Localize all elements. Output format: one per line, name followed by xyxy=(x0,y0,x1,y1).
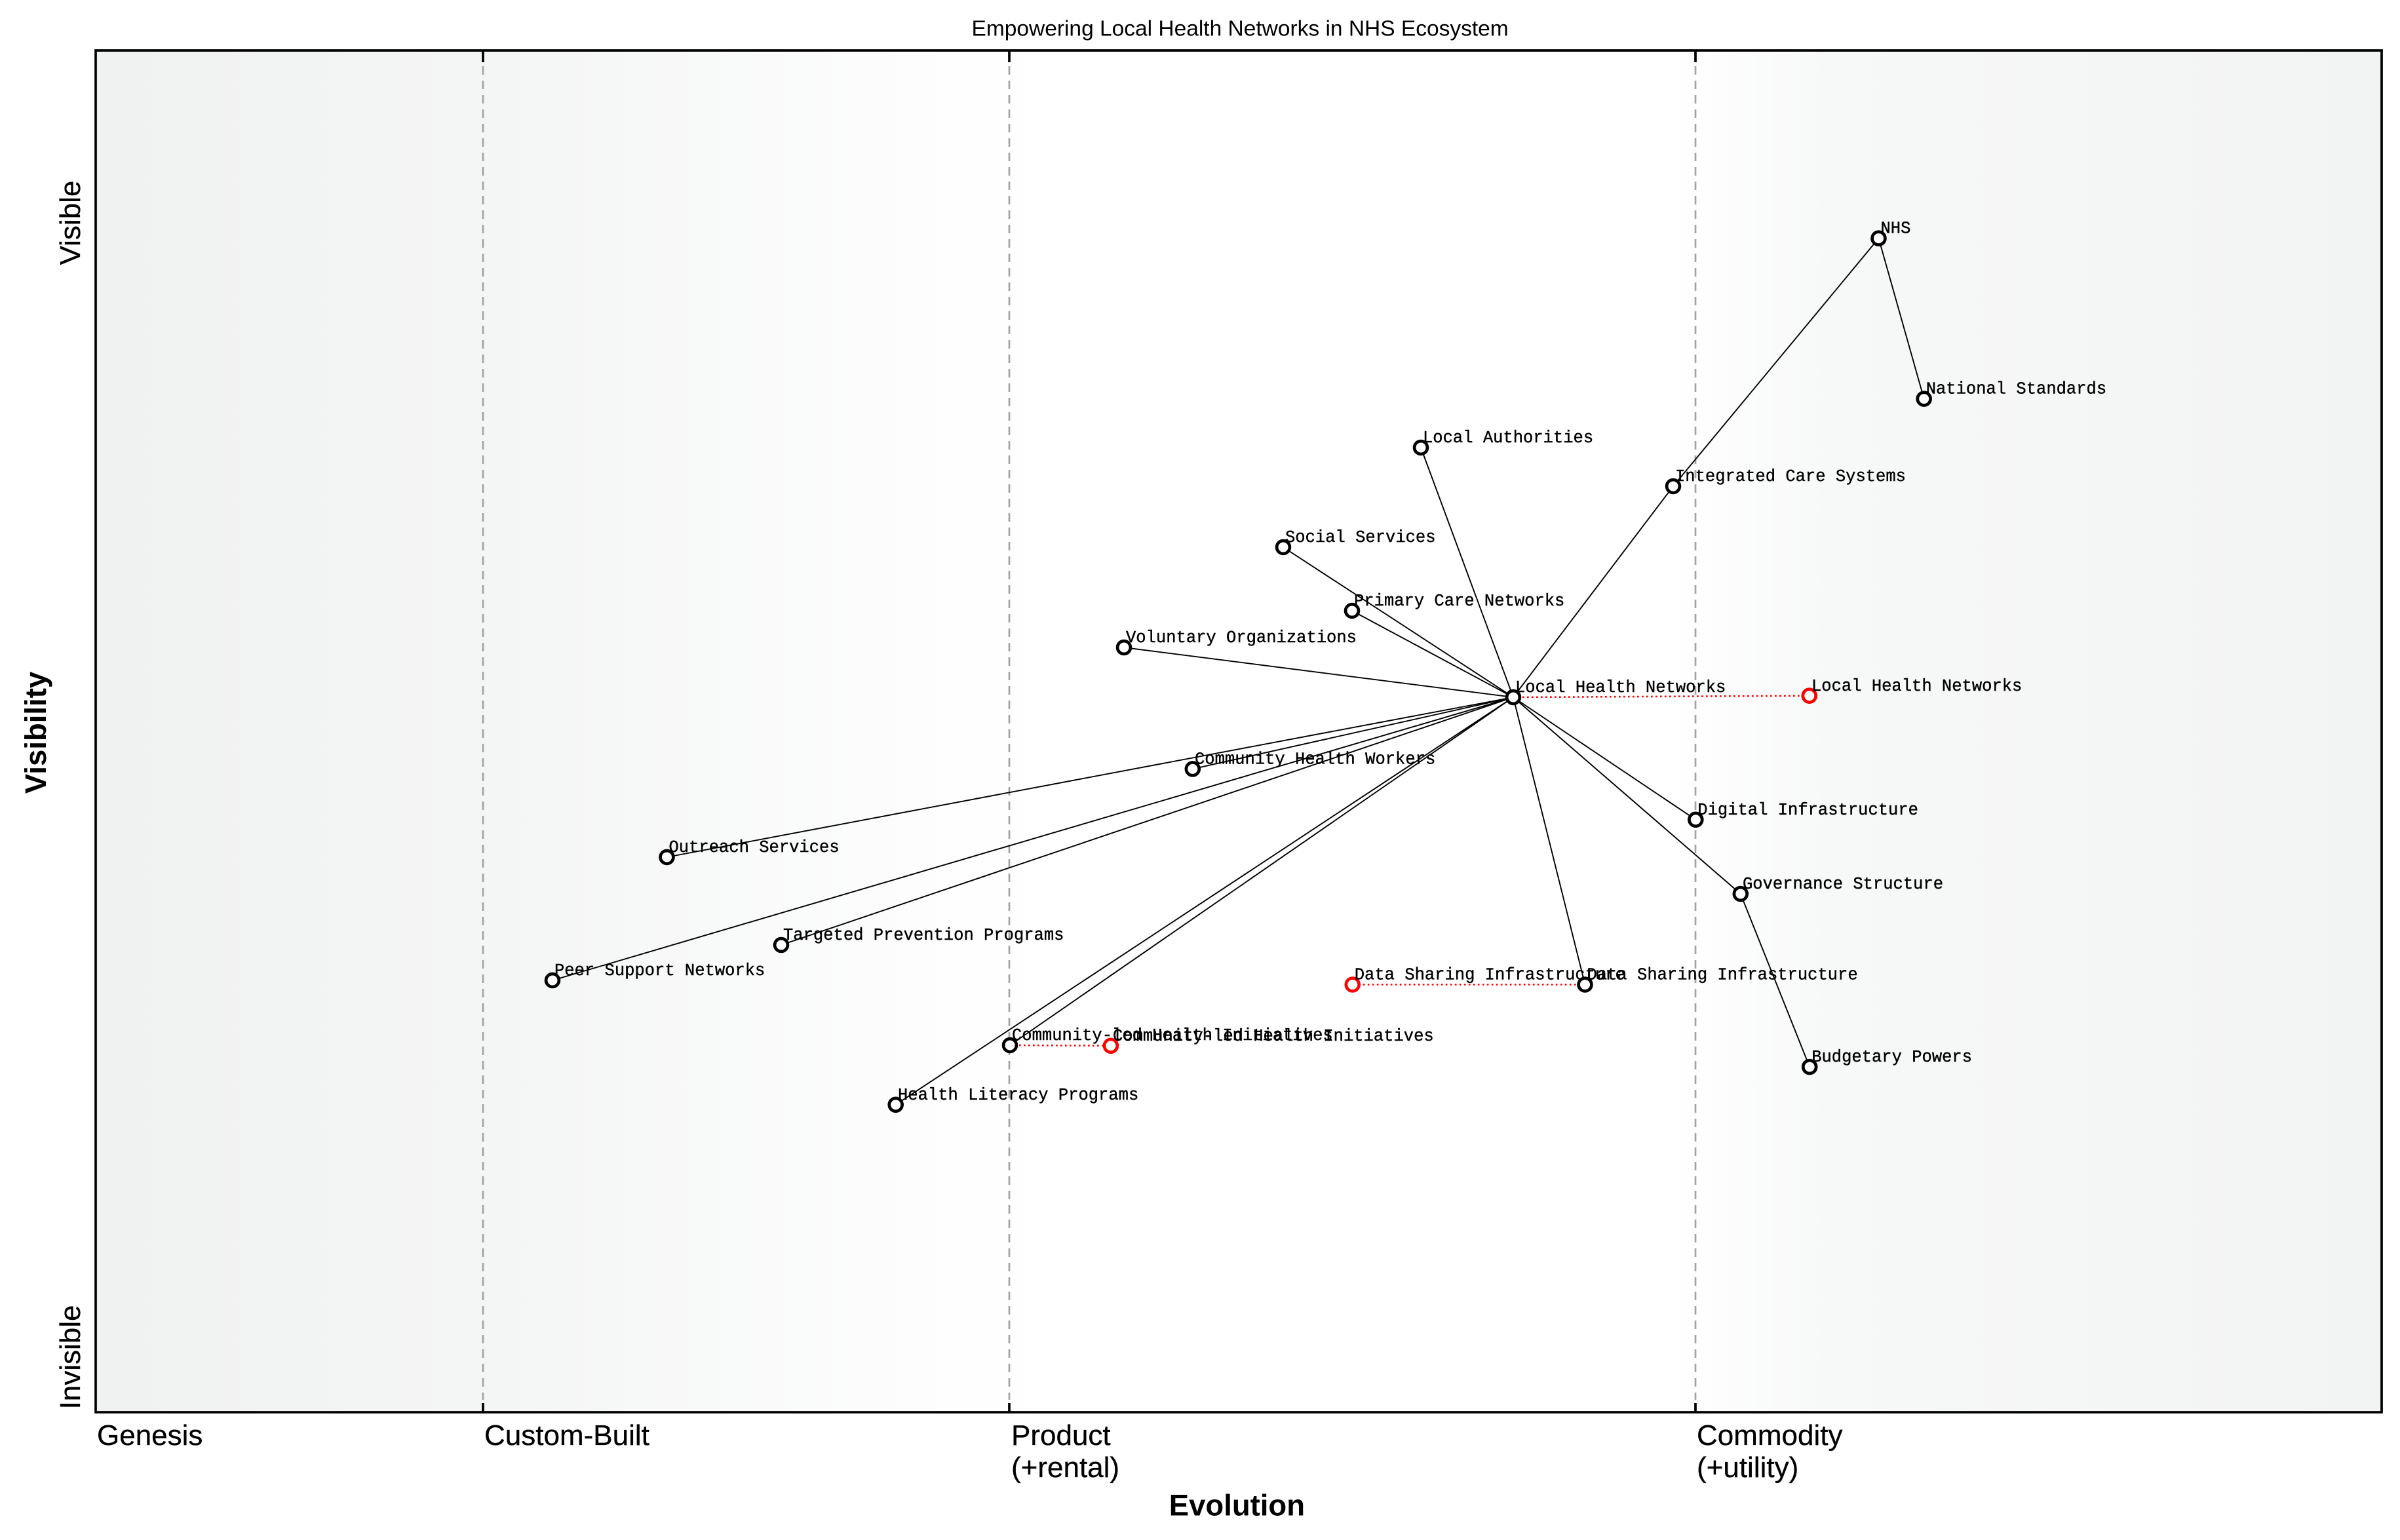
svg-text:Outreach Services: Outreach Services xyxy=(669,838,840,857)
svg-text:Local Health Networks: Local Health Networks xyxy=(1811,677,2022,696)
svg-text:Community-led Health Initiativ: Community-led Health Initiatives xyxy=(1113,1027,1434,1046)
svg-text:Targeted Prevention Programs: Targeted Prevention Programs xyxy=(783,926,1064,945)
svg-text:Community-led Health Initiativ: Community-led Health Initiatives xyxy=(1012,1026,1333,1045)
svg-text:Empowering Local Health Networ: Empowering Local Health Networks in NHS … xyxy=(972,16,1509,41)
svg-text:Evolution: Evolution xyxy=(1169,1489,1305,1522)
svg-text:Governance Structure: Governance Structure xyxy=(1743,875,1943,894)
svg-text:Local Authorities: Local Authorities xyxy=(1423,429,1593,448)
svg-text:(+rental): (+rental) xyxy=(1011,1452,1119,1484)
svg-text:Community Health Workers: Community Health Workers xyxy=(1195,750,1435,769)
svg-text:Data Sharing Infrastructure: Data Sharing Infrastructure xyxy=(1587,966,1858,985)
svg-text:Primary Care Networks: Primary Care Networks xyxy=(1354,592,1564,611)
svg-text:Voluntary Organizations: Voluntary Organizations xyxy=(1126,628,1357,647)
svg-text:Genesis: Genesis xyxy=(97,1419,203,1452)
svg-text:Integrated Care Systems: Integrated Care Systems xyxy=(1675,467,1906,486)
svg-text:Budgetary Powers: Budgetary Powers xyxy=(1811,1048,1972,1067)
svg-text:Visibility: Visibility xyxy=(19,671,52,794)
svg-text:Invisible: Invisible xyxy=(54,1305,87,1410)
svg-text:Commodity: Commodity xyxy=(1697,1419,1843,1452)
svg-text:Social Services: Social Services xyxy=(1285,528,1436,547)
svg-text:National Standards: National Standards xyxy=(1926,380,2106,399)
svg-text:Data Sharing Infrastructure: Data Sharing Infrastructure xyxy=(1355,966,1625,985)
svg-text:Health Literacy Programs: Health Literacy Programs xyxy=(898,1086,1138,1105)
svg-text:Peer Support Networks: Peer Support Networks xyxy=(554,961,765,980)
svg-text:Visible: Visible xyxy=(54,181,87,265)
svg-text:NHS: NHS xyxy=(1881,220,1911,239)
svg-text:(+utility): (+utility) xyxy=(1697,1452,1798,1484)
svg-text:Custom-Built: Custom-Built xyxy=(484,1419,649,1452)
svg-text:Local Health Networks: Local Health Networks xyxy=(1515,678,1726,697)
svg-text:Digital Infrastructure: Digital Infrastructure xyxy=(1697,801,1918,820)
svg-text:Product: Product xyxy=(1011,1419,1111,1452)
